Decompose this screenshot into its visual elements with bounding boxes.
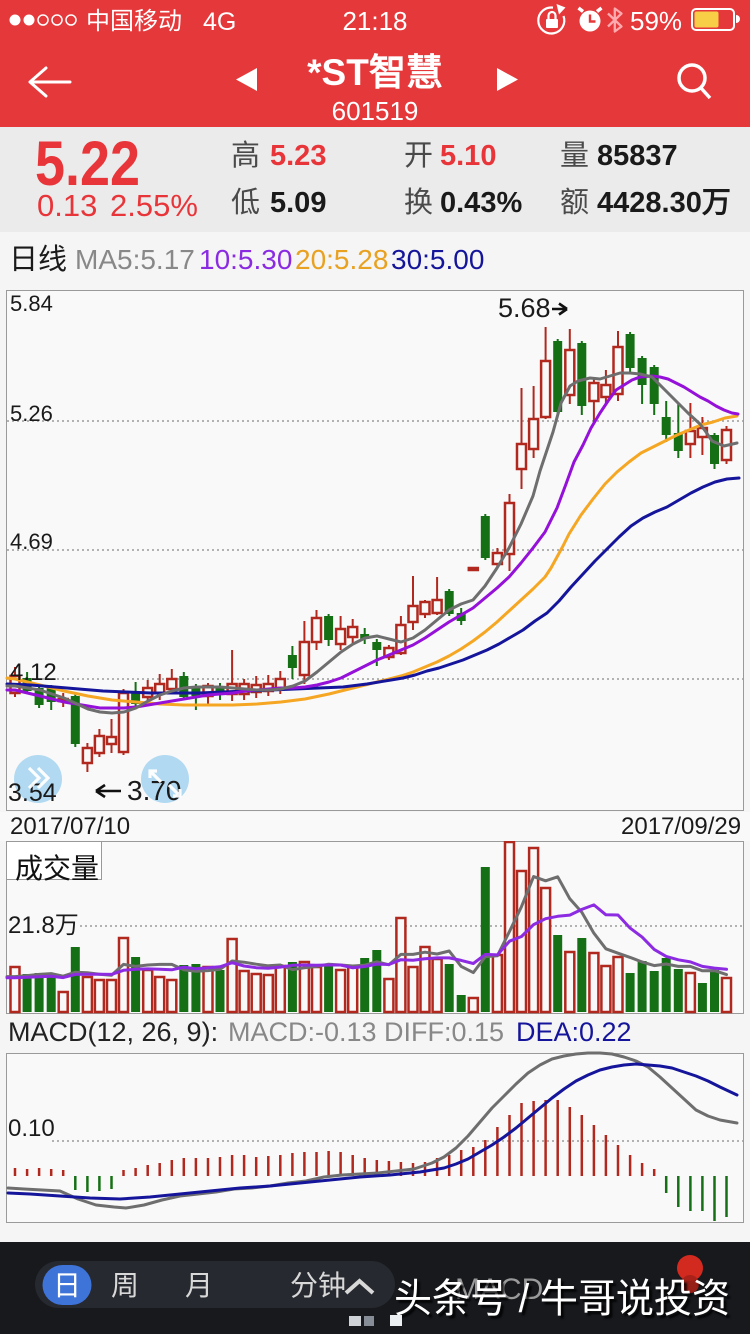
svg-text:5.84: 5.84	[10, 291, 53, 316]
svg-text:月: 月	[185, 1270, 213, 1301]
svg-text:5.68: 5.68	[498, 293, 551, 323]
svg-text:头条号 / 牛哥说投资: 头条号 / 牛哥说投资	[394, 1277, 730, 1321]
svg-text:601519: 601519	[332, 96, 419, 126]
svg-text:59%: 59%	[630, 6, 682, 36]
svg-text:5.26: 5.26	[10, 401, 53, 426]
svg-text:4G: 4G	[203, 8, 236, 36]
svg-text:日线: 日线	[9, 243, 67, 276]
svg-text:分钟: 分钟	[290, 1270, 346, 1301]
svg-text:30:5.00: 30:5.00	[391, 244, 484, 275]
svg-text:量: 量	[560, 140, 589, 172]
svg-text:中国移动: 中国移动	[86, 8, 182, 35]
svg-text:5.10: 5.10	[440, 140, 496, 172]
svg-text:开: 开	[404, 140, 433, 172]
svg-text:20:5.28: 20:5.28	[295, 244, 388, 275]
svg-text:日: 日	[53, 1270, 81, 1301]
svg-text:5.09: 5.09	[270, 187, 326, 219]
svg-text:周: 周	[111, 1270, 139, 1301]
svg-text:MA5:5.17: MA5:5.17	[75, 244, 195, 275]
svg-text:0.43%: 0.43%	[440, 187, 522, 219]
svg-text:4428.30万: 4428.30万	[597, 187, 731, 219]
svg-text:2.55%: 2.55%	[110, 188, 198, 223]
svg-text:低: 低	[231, 186, 260, 219]
svg-text:换: 换	[404, 186, 433, 219]
svg-text:85837: 85837	[597, 140, 678, 172]
svg-text:MACD: MACD	[455, 1273, 543, 1306]
svg-text:5.22: 5.22	[35, 129, 140, 199]
svg-text:*ST智慧: *ST智慧	[307, 52, 443, 93]
svg-text:高: 高	[231, 139, 260, 172]
svg-text:10:5.30: 10:5.30	[199, 244, 292, 275]
svg-text:4.69: 4.69	[10, 529, 53, 554]
svg-text:0.13: 0.13	[37, 188, 97, 223]
svg-text:额: 额	[560, 186, 589, 219]
svg-text:5.23: 5.23	[270, 140, 326, 172]
svg-text:21:18: 21:18	[342, 6, 407, 36]
svg-text:4.12: 4.12	[10, 659, 57, 686]
